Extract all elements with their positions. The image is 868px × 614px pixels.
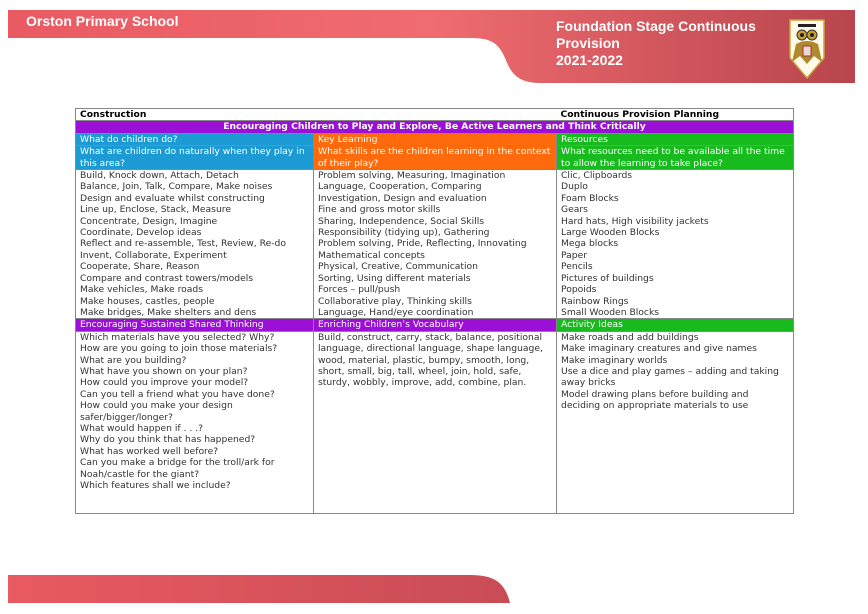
list-item: Physical, Creative, Communication xyxy=(318,261,478,273)
column-question: What are children do naturally when they… xyxy=(75,145,314,171)
list-item: Sorting, Using different materials xyxy=(318,272,471,284)
school-name: Orston Primary School xyxy=(26,13,179,29)
list-item: Fine and gross motor skills xyxy=(318,204,441,216)
column-heading: Key Learning xyxy=(313,132,557,147)
list-item: Which features shall we include? xyxy=(80,480,231,491)
list-item: Foam Blocks xyxy=(561,192,619,204)
title-line: 2021-2022 xyxy=(556,52,623,68)
list-item: Large Wooden Blocks xyxy=(561,227,660,239)
list-item: Problem solving, Measuring, Imagination xyxy=(318,170,506,182)
footer-banner xyxy=(8,575,510,603)
list-item: Use a dice and play games – adding and t… xyxy=(561,365,779,389)
section-heading: Encouraging Sustained Shared Thinking xyxy=(75,318,314,332)
play-explore-banner: Encouraging Children to Play and Explore… xyxy=(75,120,794,134)
list-item: Forces – pull/push xyxy=(318,284,401,296)
section-heading: Enriching Children’s Vocabulary xyxy=(313,318,557,332)
list-item: Reflect and re-assemble, Test, Review, R… xyxy=(80,238,287,250)
what-children-do-list: Build, Knock down, Attach, Detach Balance… xyxy=(75,169,314,320)
list-item: Gears xyxy=(561,204,588,216)
sustained-thinking-list: Which materials have you selected? Why? H… xyxy=(75,330,314,514)
list-item: Model drawing plans before building and … xyxy=(561,388,749,412)
list-item: Sharing, Independence, Social Skills xyxy=(318,215,485,227)
list-item: Make imaginary worlds xyxy=(561,354,668,366)
activity-ideas-list: Make roads and add buildings Make imagina… xyxy=(556,330,794,514)
list-item: Build, Knock down, Attach, Detach xyxy=(80,170,239,182)
list-item: Collaborative play, Thinking skills xyxy=(318,295,472,307)
list-item: Make vehicles, Make roads xyxy=(80,284,204,296)
section-heading: Activity Ideas xyxy=(556,318,794,332)
list-item: Make roads and add buildings xyxy=(561,331,699,343)
list-item: Which materials have you selected? Why? xyxy=(80,331,275,343)
list-item: How could you make your design safer/big… xyxy=(80,400,233,423)
owl-crest-icon xyxy=(789,19,825,80)
list-item: Mega blocks xyxy=(561,238,619,250)
list-item: Make bridges, Make shelters and dens xyxy=(80,306,257,318)
list-item: Problem solving, Pride, Reflecting, Inno… xyxy=(318,238,527,250)
list-item: Language, Cooperation, Comparing xyxy=(318,181,482,193)
list-item: Pencils xyxy=(561,261,593,273)
title-line: Provision xyxy=(556,35,620,51)
list-item: Hard hats, High visibility jackets xyxy=(561,215,709,227)
list-item: Compare and contrast towers/models xyxy=(80,272,254,284)
list-item: Paper xyxy=(561,249,588,261)
title-line: Foundation Stage Continuous xyxy=(556,18,756,34)
list-item: What have you shown on your plan? xyxy=(80,365,248,377)
list-item: Coordinate, Develop ideas xyxy=(80,227,202,239)
list-item: Make houses, castles, people xyxy=(80,295,215,307)
column-heading: Resources xyxy=(556,132,794,147)
provision-table: Construction Continuous Provision Planni… xyxy=(75,107,794,514)
list-item: Duplo xyxy=(561,181,588,193)
header-banner xyxy=(8,10,855,83)
list-item: Why do you think that has happened? xyxy=(80,434,256,446)
list-item: Rainbow Rings xyxy=(561,295,629,307)
list-item: Concentrate, Design, Imagine xyxy=(80,215,218,227)
list-item: Line up, Enclose, Stack, Measure xyxy=(80,204,232,216)
list-item: Language, Hand/eye coordination xyxy=(318,306,474,318)
list-item: Investigation, Design and evaluation xyxy=(318,192,487,204)
list-item: Responsibility (tidying up), Gathering xyxy=(318,227,490,239)
list-item: How are you going to join those material… xyxy=(80,343,278,355)
list-item: Pictures of buildings xyxy=(561,272,654,284)
resources-list: Clic, Clipboards Duplo Foam Blocks Gears Har… xyxy=(556,169,794,320)
list-item: Design and evaluate whilst constructing xyxy=(80,192,265,204)
list-item: Cooperate, Share, Reason xyxy=(80,261,200,273)
document-type-label: Continuous Provision Planning xyxy=(556,107,794,122)
column-heading: What do children do? xyxy=(75,132,314,147)
spacer xyxy=(313,107,557,122)
list-item: What has worked well before? xyxy=(80,445,219,457)
list-item: Popoids xyxy=(561,284,597,296)
list-item: Balance, Join, Talk, Compare, Make noise… xyxy=(80,181,273,193)
list-item: Clic, Clipboards xyxy=(561,170,633,182)
list-item: What are you building? xyxy=(80,354,187,366)
list-item: Small Wooden Blocks xyxy=(561,306,660,318)
list-item: Can you make a bridge for the troll/ark … xyxy=(80,457,275,480)
key-learning-list: Problem solving, Measuring, Imagination L… xyxy=(313,169,557,320)
list-item: Invent, Collaborate, Experiment xyxy=(80,249,227,261)
list-item: What would happen if . . .? xyxy=(80,422,204,434)
list-item: How could you improve your model? xyxy=(80,377,249,389)
column-question: What resources need to be available all … xyxy=(556,145,794,171)
vocabulary-text: Build, construct, carry, stack, balance,… xyxy=(313,330,557,514)
list-item: Make imaginary creatures and give names xyxy=(561,343,757,355)
column-question: What skills are the children learning in… xyxy=(313,145,557,171)
topic-label: Construction xyxy=(75,107,314,122)
list-item: Can you tell a friend what you have done… xyxy=(80,388,275,400)
list-item: Mathematical concepts xyxy=(318,249,425,261)
document-title: Foundation Stage Continuous Provision 20… xyxy=(556,18,756,69)
